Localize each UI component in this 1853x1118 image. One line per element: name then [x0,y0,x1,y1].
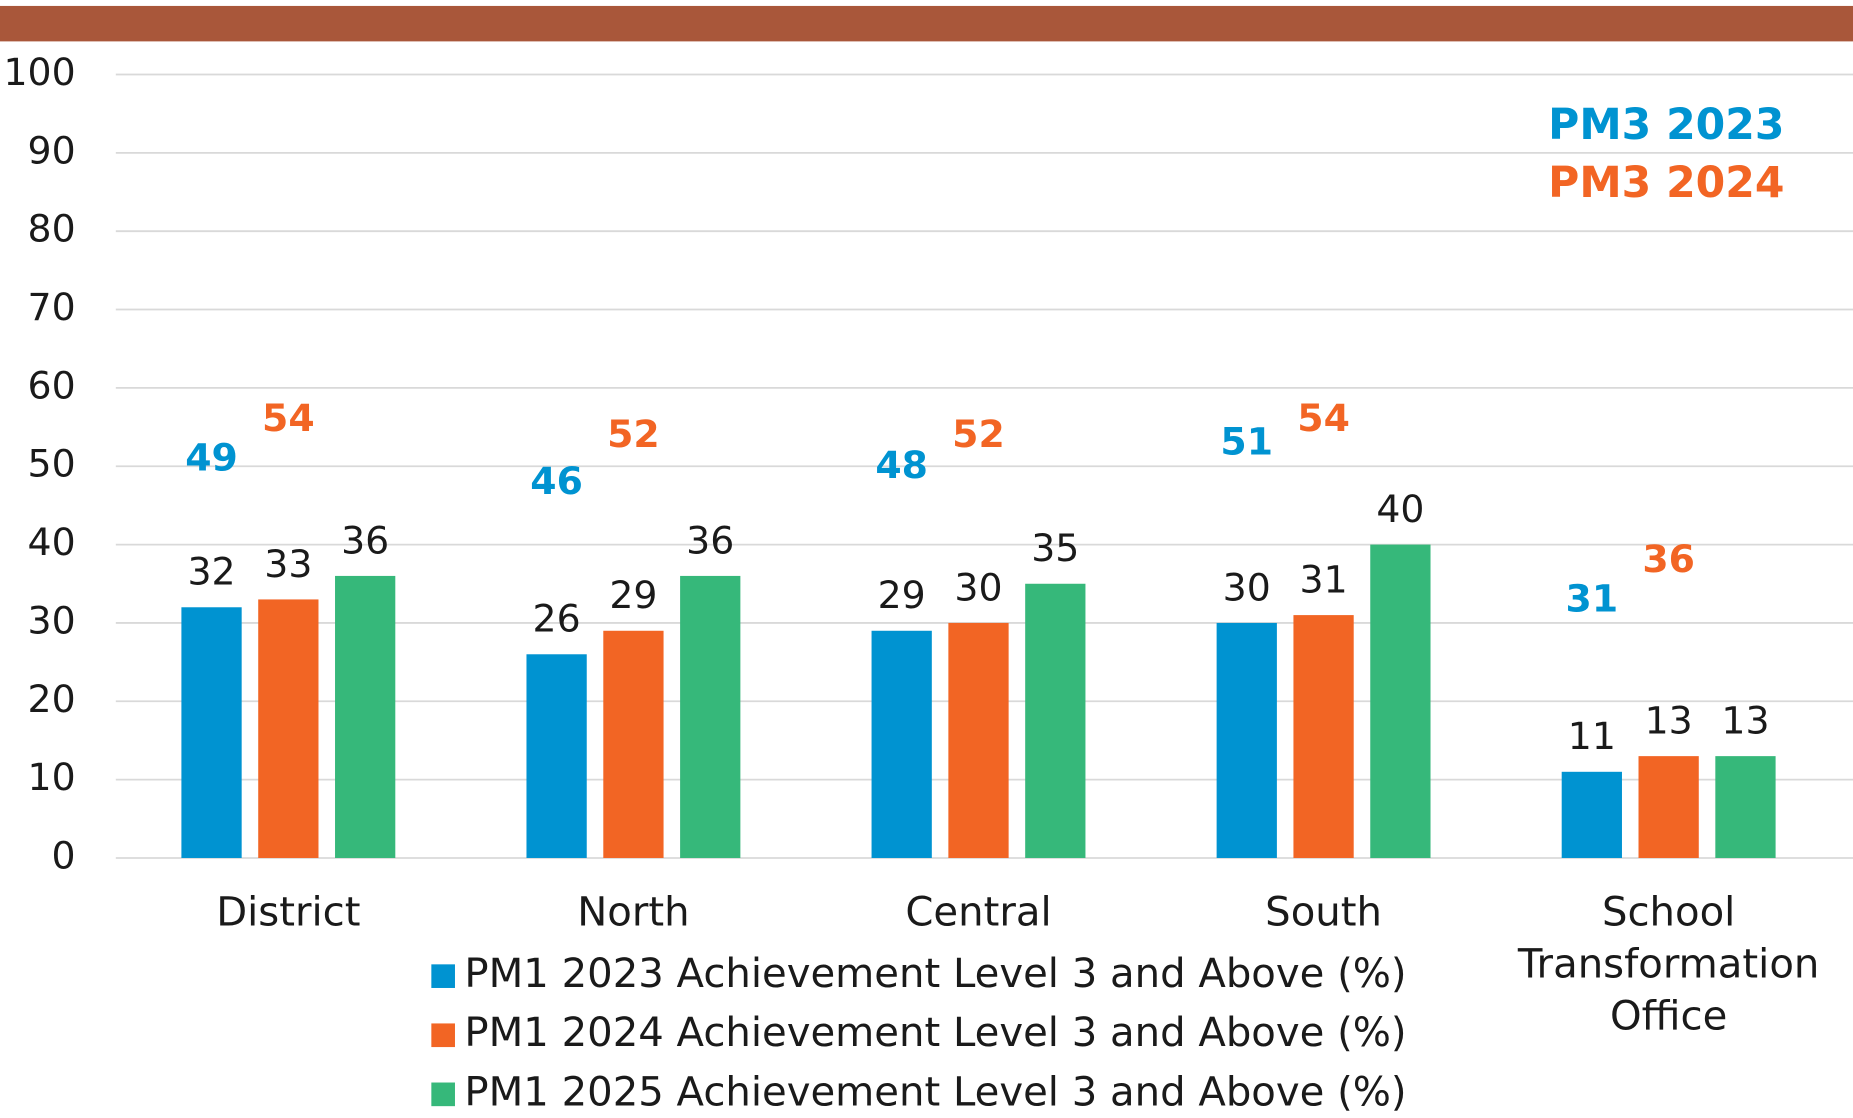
legend-swatch [431,1082,455,1107]
data-label: 33 [264,542,312,586]
data-label: 11 [1568,714,1616,758]
x-tick-label-box: School Transformation Office [1517,888,1820,1040]
legend-label: PM1 2025 Achievement Level 3 and Above (… [464,1069,1406,1115]
annotation-label: 46 [530,459,583,503]
y-tick-label: 60 [28,363,76,407]
bar [1293,615,1354,858]
data-label: 36 [686,518,734,562]
data-label: 40 [1376,487,1424,531]
bar [1216,622,1277,858]
data-label: 35 [1031,526,1079,570]
data-label: 30 [1223,565,1271,609]
y-tick-label: 10 [28,755,76,799]
data-label: 32 [187,550,235,594]
bar [871,630,932,858]
bar [181,607,242,858]
bar [1715,756,1776,858]
annotation-label: 54 [1297,396,1350,440]
y-tick-label: 30 [28,598,76,642]
x-tick-label: School Transformation Office [1517,888,1820,1040]
y-tick-label: 0 [52,833,76,877]
y-tick-label: 90 [28,128,76,172]
legend-label: PM1 2024 Achievement Level 3 and Above (… [464,1010,1406,1056]
annotation-legend: PM3 2024 [1548,159,1784,208]
annotation-legend: PM3 2023 [1548,101,1784,150]
bar [1370,544,1431,858]
data-label: 29 [878,573,926,617]
bar [1025,583,1086,858]
header-bar [0,5,1853,42]
data-label: 31 [1300,558,1348,602]
y-tick-label: 80 [28,207,76,251]
annotation-label: 31 [1566,576,1619,620]
bar [526,654,587,858]
data-label: 13 [1721,699,1769,743]
y-tick-label: 40 [28,520,76,564]
x-tick-label-box: South [1265,888,1382,936]
annotation-label: 54 [262,396,315,440]
data-label: 13 [1645,699,1693,743]
data-label: 29 [609,573,657,617]
annotation-label: 48 [875,443,928,487]
y-tick-label: 20 [28,677,76,721]
x-tick-label: Central [905,888,1052,936]
bar [603,630,664,858]
bar [258,599,319,858]
bar [948,622,1009,858]
y-tick-label: 50 [28,442,76,486]
data-label: 26 [533,597,581,641]
x-tick-label-box: Central [905,888,1052,936]
annotation-label: 52 [952,412,1005,456]
y-tick-label: 70 [28,285,76,329]
y-tick-label: 100 [3,50,75,94]
x-tick-label-box: North [577,888,690,936]
legend-swatch [431,964,455,988]
annotation-label: 36 [1642,537,1695,581]
annotation-label: 52 [607,412,660,456]
bar [680,575,741,858]
x-tick-label-box: District [216,888,361,936]
annotation-label: 49 [185,435,238,479]
bar [1561,771,1622,858]
bar [335,575,396,858]
legend-label: PM1 2023 Achievement Level 3 and Above (… [464,951,1406,997]
x-tick-label: District [216,888,361,936]
annotation-label: 51 [1220,420,1273,464]
data-label: 30 [954,565,1002,609]
data-label: 36 [341,518,389,562]
x-tick-label: North [577,888,690,936]
x-tick-label: South [1265,888,1382,936]
bar [1638,756,1699,858]
legend-swatch [431,1023,455,1048]
